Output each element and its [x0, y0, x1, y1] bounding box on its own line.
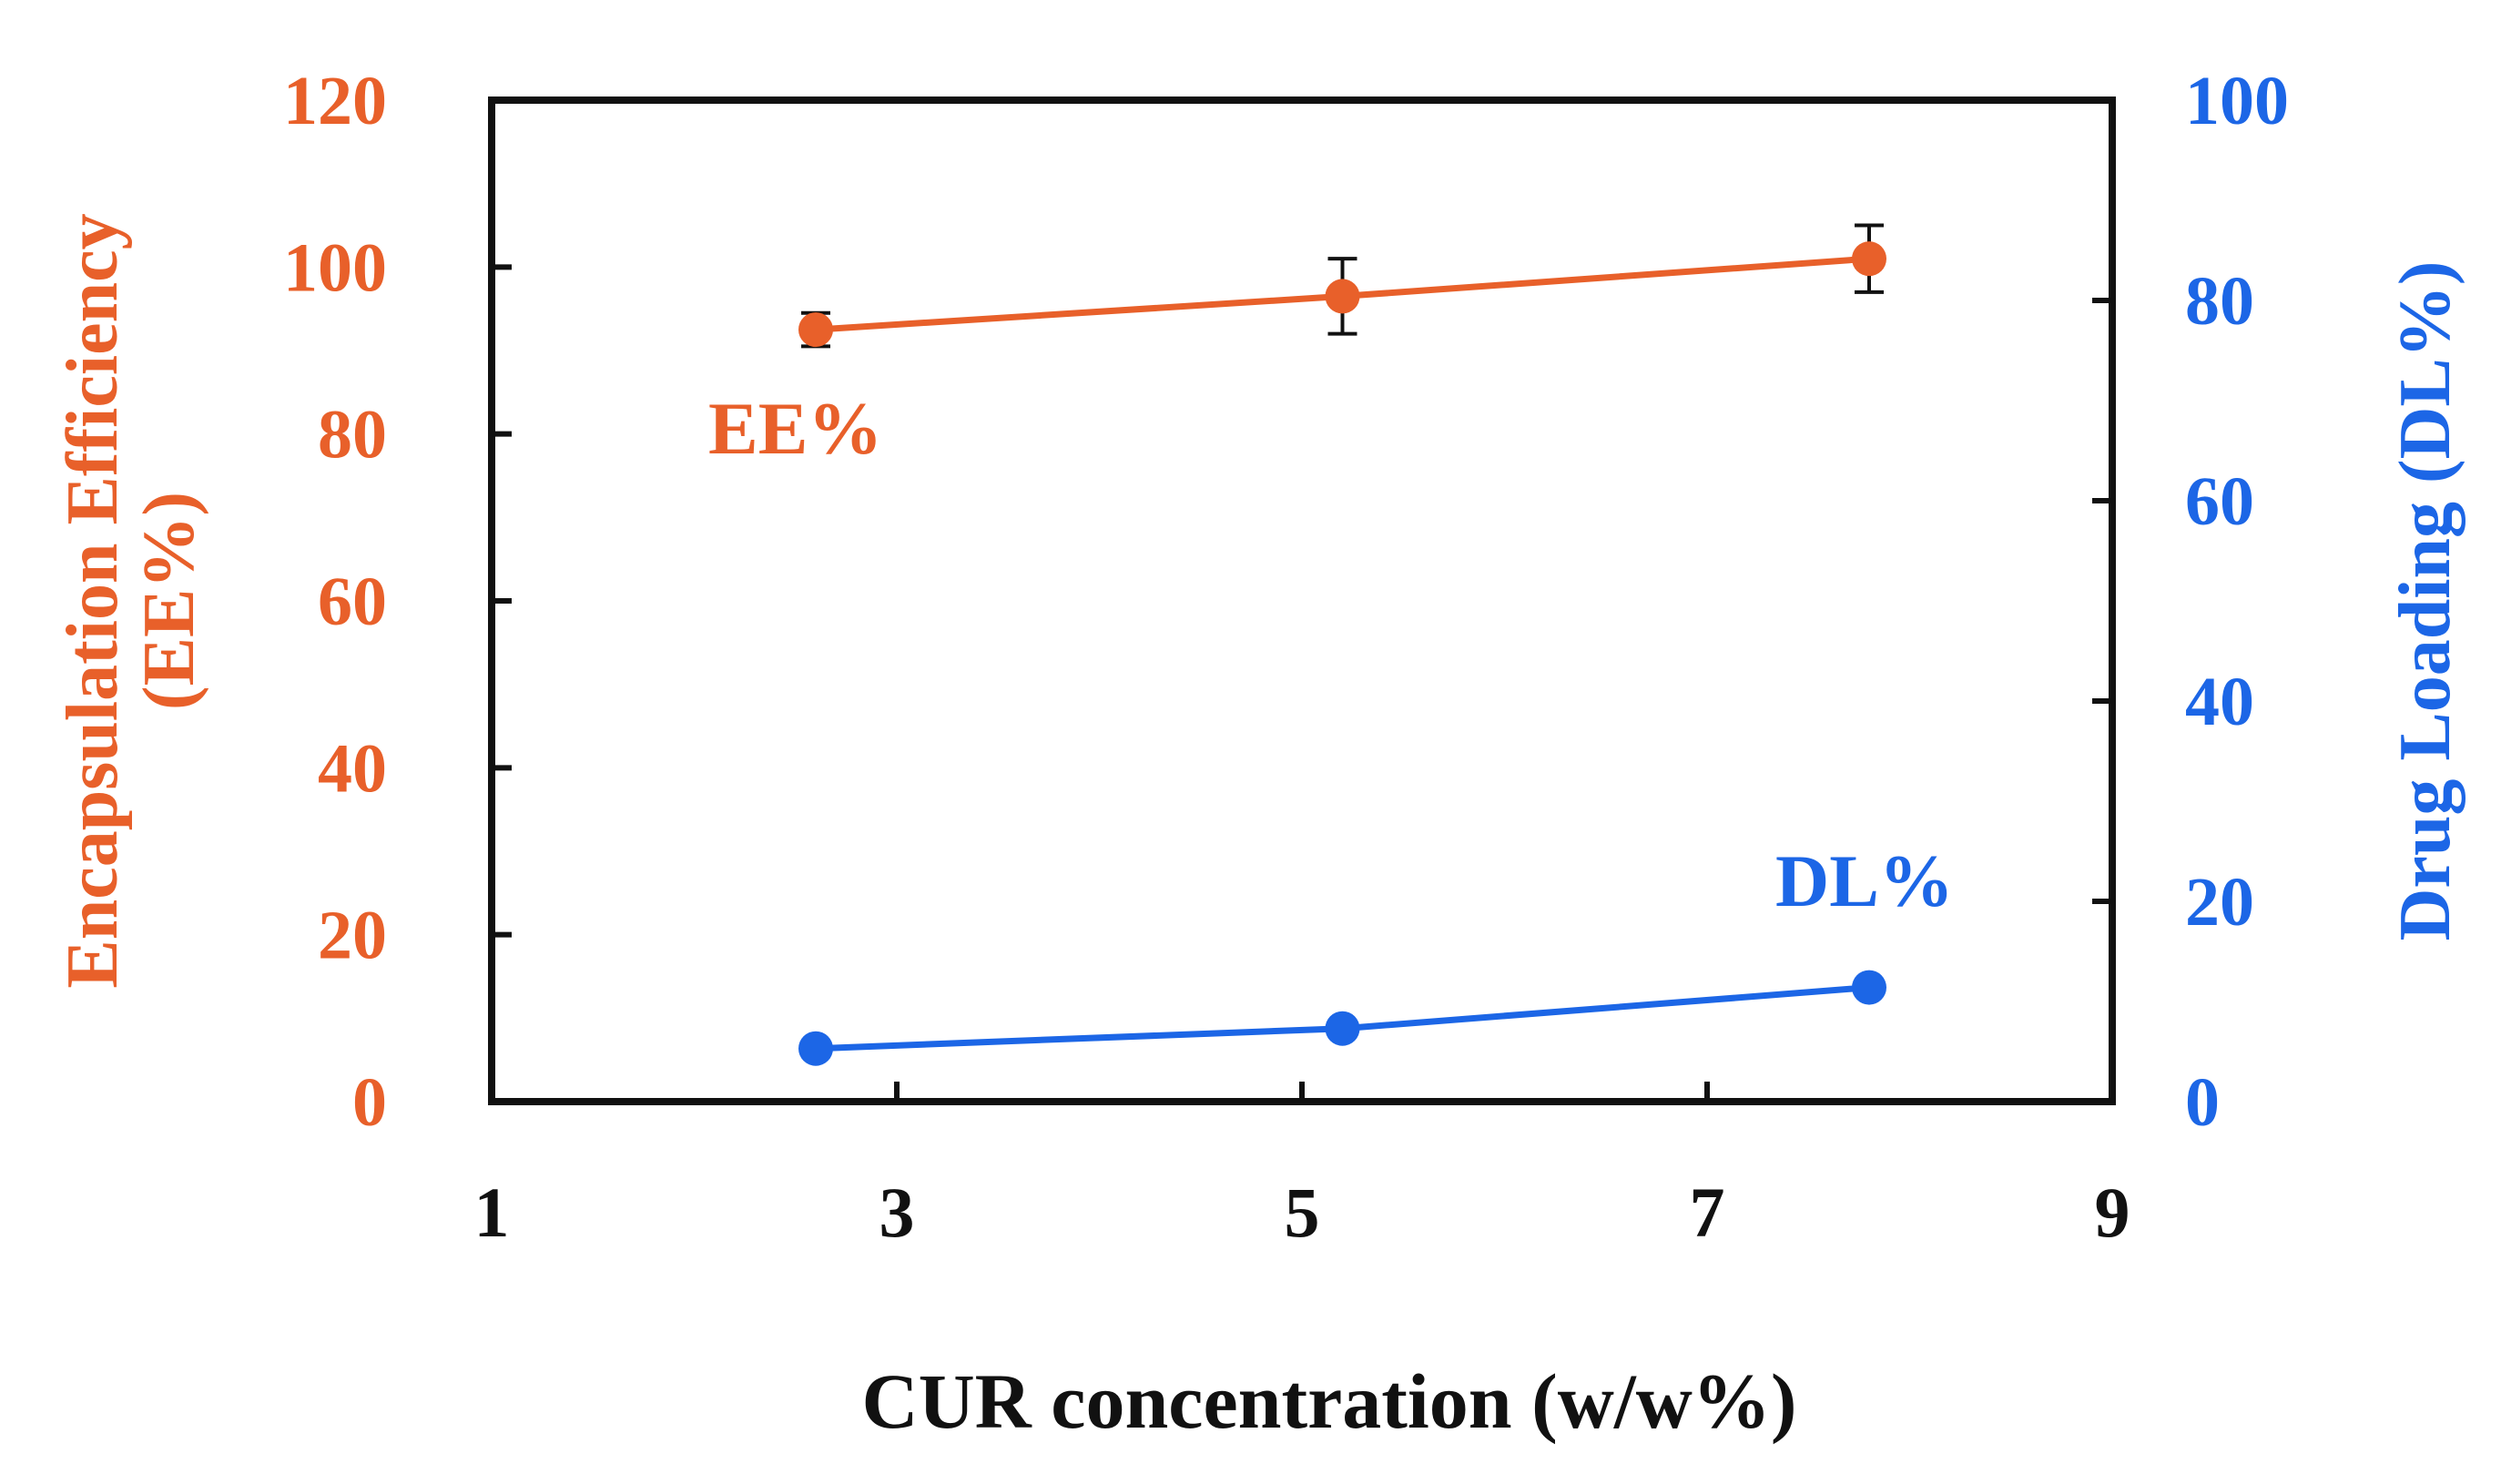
series-layer	[798, 223, 1886, 1066]
left-y-tick-label: 20	[318, 898, 387, 974]
x-tick-label: 3	[879, 1173, 915, 1252]
x-tick-label: 1	[474, 1173, 510, 1252]
x-tick-label: 9	[2095, 1173, 2130, 1252]
right-y-tick-label: 100	[2185, 63, 2289, 139]
x-axis-title: CUR concentration (w/w%)	[861, 1357, 1796, 1445]
series-label-dl: DL%	[1775, 839, 1954, 922]
data-point-ee	[1325, 279, 1360, 314]
right-y-tick-label: 0	[2185, 1064, 2220, 1141]
left-y-tick-label: 100	[283, 229, 387, 306]
right-y-axis: 0 20 40 60 80 100	[2092, 63, 2289, 1141]
left-y-tick-label: 0	[352, 1064, 387, 1141]
left-y-axis-title: Encapsulation Efficiency (EE%)	[53, 213, 209, 988]
right-y-tick-label: 80	[2185, 263, 2254, 340]
right-y-tick-label: 60	[2185, 463, 2254, 540]
x-tick-label: 7	[1690, 1173, 1725, 1252]
data-point-dl	[798, 1031, 833, 1066]
data-point-ee	[798, 312, 833, 348]
left-y-axis-title-line-2: (EE%)	[129, 492, 209, 710]
data-point-ee	[1852, 241, 1886, 277]
series-label-ee: EE%	[708, 387, 882, 470]
left-y-tick-label: 40	[318, 730, 387, 807]
left-y-tick-label: 120	[283, 63, 387, 139]
x-axis: 1 3 5 7 9	[474, 1082, 2130, 1252]
x-tick-label: 5	[1285, 1173, 1320, 1252]
right-y-axis-title: Drug Loading (DL%)	[2385, 261, 2465, 941]
left-y-tick-label: 60	[318, 564, 387, 640]
right-y-tick-label: 40	[2185, 664, 2254, 740]
right-y-tick-label: 20	[2185, 864, 2254, 940]
data-point-dl	[1325, 1011, 1360, 1046]
left-y-axis-title-line-1: Encapsulation Efficiency	[53, 213, 133, 988]
data-point-dl	[1852, 970, 1886, 1005]
left-y-tick-label: 80	[318, 397, 387, 473]
left-y-axis: 0 20 40 60 80 100 120	[283, 63, 512, 1141]
